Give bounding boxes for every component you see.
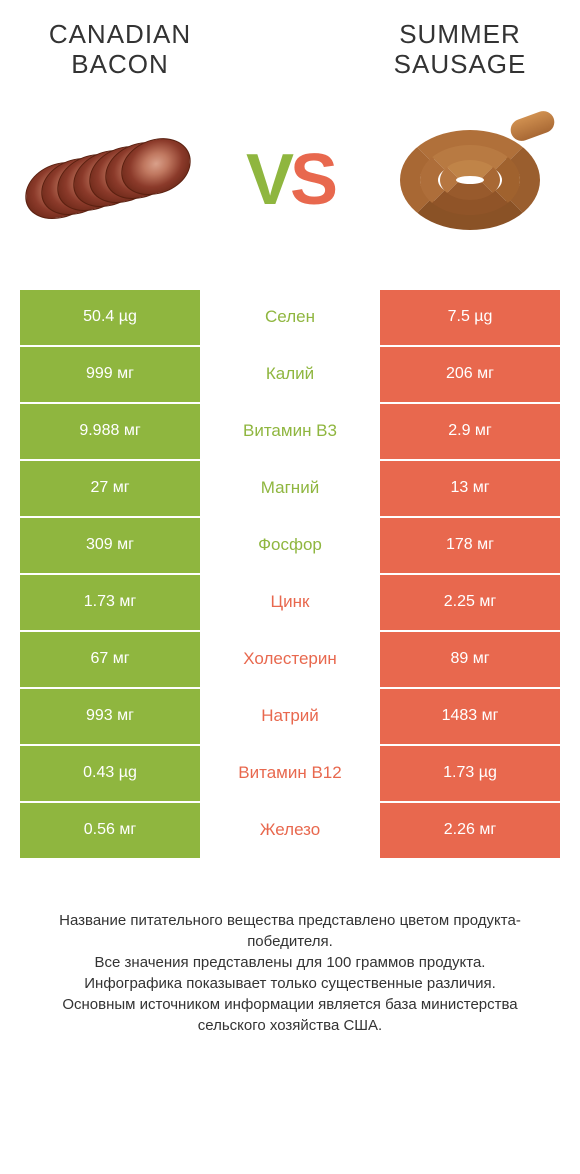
right-value: 7.5 µg (380, 290, 560, 345)
header: CANADIAN BACON SUMMER SAUSAGE (20, 20, 560, 80)
left-value: 67 мг (20, 632, 200, 687)
vs-v: V (246, 140, 290, 220)
table-row: 1.73 мгЦинк2.25 мг (20, 575, 560, 630)
left-value: 309 мг (20, 518, 200, 573)
footer-line: Инфографика показывает только существенн… (30, 973, 550, 994)
right-product-title: SUMMER SAUSAGE (360, 20, 560, 80)
nutrient-label: Натрий (200, 689, 380, 744)
nutrient-label: Селен (200, 290, 380, 345)
right-product-image (380, 120, 560, 240)
nutrient-label: Калий (200, 347, 380, 402)
bacon-icon (25, 135, 195, 225)
left-value: 9.988 мг (20, 404, 200, 459)
table-row: 0.43 µgВитамин B121.73 µg (20, 746, 560, 801)
left-product-title: CANADIAN BACON (20, 20, 220, 80)
table-row: 9.988 мгВитамин B32.9 мг (20, 404, 560, 459)
left-value: 50.4 µg (20, 290, 200, 345)
left-value: 999 мг (20, 347, 200, 402)
left-value: 993 мг (20, 689, 200, 744)
nutrient-label: Витамин B12 (200, 746, 380, 801)
footer-notes: Название питательного вещества представл… (20, 910, 560, 1036)
nutrient-label: Фосфор (200, 518, 380, 573)
nutrient-label: Железо (200, 803, 380, 858)
left-value: 27 мг (20, 461, 200, 516)
right-value: 13 мг (380, 461, 560, 516)
infographic-container: CANADIAN BACON SUMMER SAUSAGE VS (0, 0, 580, 1174)
vs-s: S (290, 140, 334, 220)
footer-line: Название питательного вещества представл… (30, 910, 550, 952)
left-product-image (20, 120, 200, 240)
table-row: 0.56 мгЖелезо2.26 мг (20, 803, 560, 858)
left-value: 0.43 µg (20, 746, 200, 801)
sausage-icon (390, 120, 550, 240)
left-value: 0.56 мг (20, 803, 200, 858)
table-row: 27 мгМагний13 мг (20, 461, 560, 516)
right-value: 1.73 µg (380, 746, 560, 801)
nutrient-label: Холестерин (200, 632, 380, 687)
right-value: 178 мг (380, 518, 560, 573)
nutrient-label: Магний (200, 461, 380, 516)
footer-line: Все значения представлены для 100 граммо… (30, 952, 550, 973)
left-value: 1.73 мг (20, 575, 200, 630)
right-value: 1483 мг (380, 689, 560, 744)
nutrient-label: Цинк (200, 575, 380, 630)
nutrient-table: 50.4 µgСелен7.5 µg999 мгКалий206 мг9.988… (20, 290, 560, 860)
right-value: 89 мг (380, 632, 560, 687)
table-row: 993 мгНатрий1483 мг (20, 689, 560, 744)
footer-line: Основным источником информации является … (30, 994, 550, 1036)
vs-label: VS (246, 139, 334, 221)
table-row: 999 мгКалий206 мг (20, 347, 560, 402)
right-value: 206 мг (380, 347, 560, 402)
table-row: 67 мгХолестерин89 мг (20, 632, 560, 687)
nutrient-label: Витамин B3 (200, 404, 380, 459)
right-value: 2.26 мг (380, 803, 560, 858)
vs-row: VS (20, 110, 560, 250)
right-value: 2.25 мг (380, 575, 560, 630)
table-row: 50.4 µgСелен7.5 µg (20, 290, 560, 345)
right-value: 2.9 мг (380, 404, 560, 459)
table-row: 309 мгФосфор178 мг (20, 518, 560, 573)
